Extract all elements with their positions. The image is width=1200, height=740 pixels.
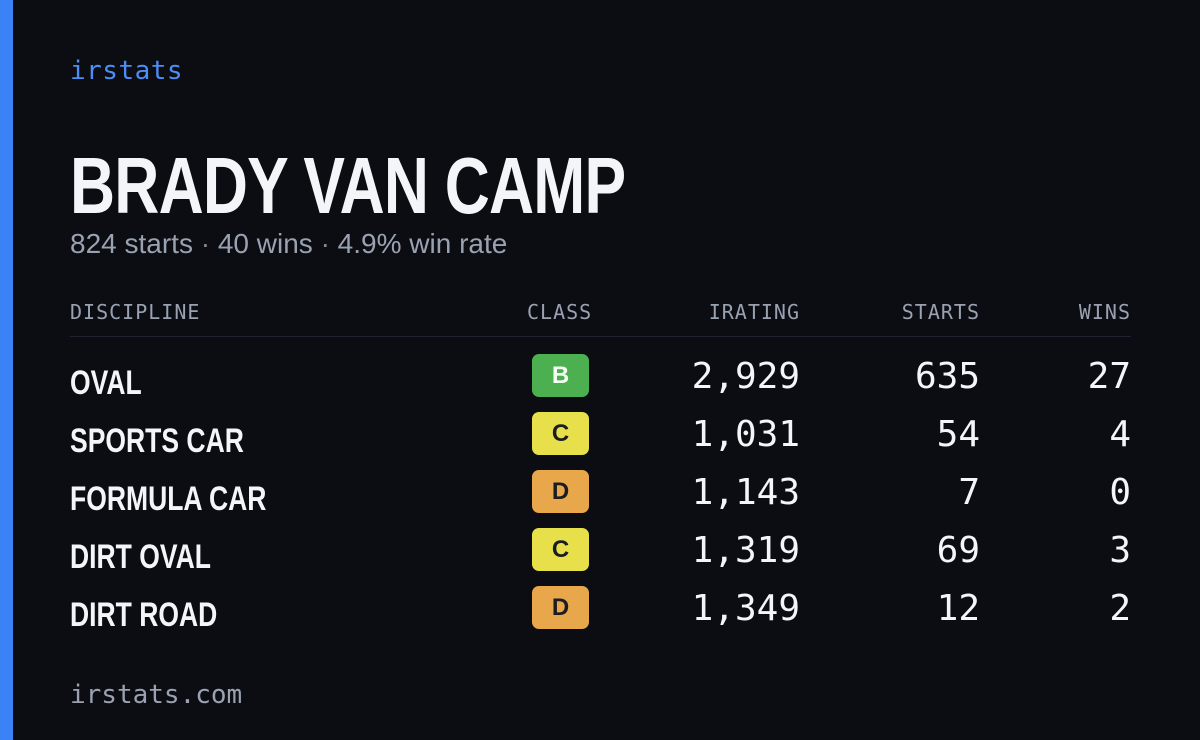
irating-value: 1,349 bbox=[691, 588, 800, 629]
win-rate-summary: 4.9% win rate bbox=[337, 228, 508, 259]
wins-value: 4 bbox=[1109, 414, 1131, 455]
brand-logo-text[interactable]: irstats bbox=[70, 56, 184, 86]
driver-summary: 824 starts · 40 wins · 4.9% win rate bbox=[70, 228, 507, 260]
footer-site-link[interactable]: irstats.com bbox=[70, 680, 243, 710]
starts-value: 69 bbox=[936, 530, 980, 571]
table-row: FORMULA CAR D 1,143 7 0 bbox=[70, 470, 1131, 520]
discipline-name: DIRT ROAD bbox=[70, 596, 218, 634]
starts-summary: 824 starts bbox=[70, 228, 193, 259]
starts-value: 7 bbox=[958, 472, 980, 513]
separator: · bbox=[320, 228, 330, 259]
accent-bar bbox=[0, 0, 13, 740]
irating-value: 1,319 bbox=[691, 530, 800, 571]
license-class-badge: D bbox=[532, 586, 589, 629]
irating-value: 1,031 bbox=[691, 414, 800, 455]
wins-summary: 40 wins bbox=[217, 228, 313, 259]
irating-value: 2,929 bbox=[691, 356, 800, 397]
wins-value: 27 bbox=[1087, 356, 1131, 397]
license-class-badge: C bbox=[532, 412, 589, 455]
wins-value: 2 bbox=[1109, 588, 1131, 629]
separator: · bbox=[200, 228, 211, 259]
header-irating: IRATING bbox=[708, 300, 800, 324]
license-class-badge: B bbox=[532, 354, 589, 397]
header-starts: STARTS bbox=[901, 300, 980, 324]
starts-value: 54 bbox=[936, 414, 980, 455]
header-wins: WINS bbox=[1078, 300, 1131, 324]
table-row: SPORTS CAR C 1,031 54 4 bbox=[70, 412, 1131, 462]
discipline-name: DIRT OVAL bbox=[70, 538, 211, 576]
license-class-badge: C bbox=[532, 528, 589, 571]
starts-value: 635 bbox=[914, 356, 980, 397]
discipline-name: FORMULA CAR bbox=[70, 480, 267, 518]
irating-value: 1,143 bbox=[691, 472, 800, 513]
driver-name: BRADY VAN CAMP bbox=[70, 141, 626, 230]
table-row: OVAL B 2,929 635 27 bbox=[70, 354, 1131, 404]
table-header: DISCIPLINE CLASS IRATING STARTS WINS bbox=[70, 300, 1131, 337]
table-row: DIRT OVAL C 1,319 69 3 bbox=[70, 528, 1131, 578]
wins-value: 3 bbox=[1109, 530, 1131, 571]
header-discipline: DISCIPLINE bbox=[70, 300, 201, 324]
discipline-name: SPORTS CAR bbox=[70, 422, 244, 460]
wins-value: 0 bbox=[1109, 472, 1131, 513]
discipline-name: OVAL bbox=[70, 364, 142, 402]
table-row: DIRT ROAD D 1,349 12 2 bbox=[70, 586, 1131, 636]
starts-value: 12 bbox=[936, 588, 980, 629]
license-class-badge: D bbox=[532, 470, 589, 513]
header-class: CLASS bbox=[527, 300, 593, 324]
